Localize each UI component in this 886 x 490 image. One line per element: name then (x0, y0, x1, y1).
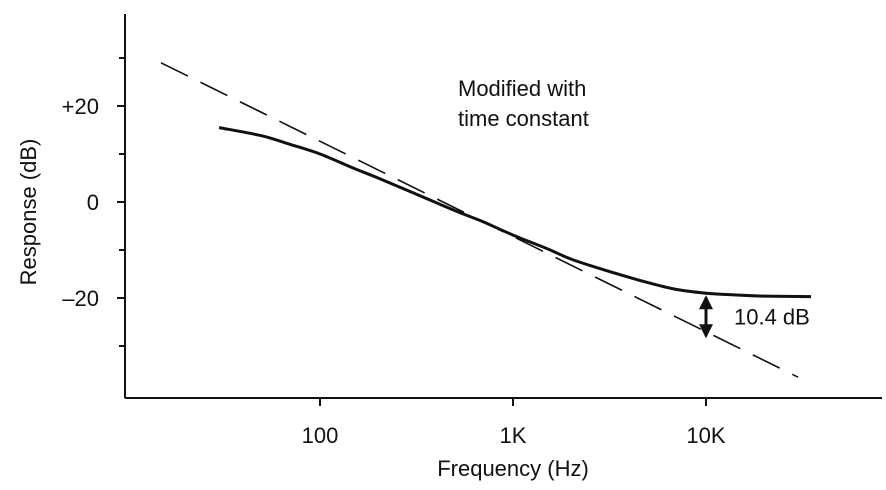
ticks: +20 0 –20 100 1K 10K (62, 57, 726, 448)
annotation-value: 10.4 dB (734, 305, 810, 330)
arrowhead-down (699, 324, 713, 339)
y-tick-label: –20 (62, 286, 99, 311)
y-tick-label: +20 (62, 94, 99, 119)
asymptote-dashed-line (160, 62, 799, 378)
x-tick-label: 10K (686, 423, 725, 448)
series-group (160, 62, 812, 378)
arrowhead-up (699, 295, 713, 310)
x-tick-label: 1K (500, 423, 527, 448)
x-tick-label: 100 (302, 423, 339, 448)
x-axis-title: Frequency (Hz) (437, 456, 589, 481)
response-curve (218, 126, 812, 299)
y-tick-label: 0 (87, 190, 99, 215)
annotation-line: time constant (458, 106, 589, 131)
annotation-line: Modified with (458, 76, 586, 101)
annotations: Modified with time constant 10.4 dB (458, 76, 810, 339)
y-axis-title: Response (dB) (16, 139, 41, 286)
axes (124, 14, 882, 399)
annotation-label: Modified with time constant (458, 76, 589, 131)
